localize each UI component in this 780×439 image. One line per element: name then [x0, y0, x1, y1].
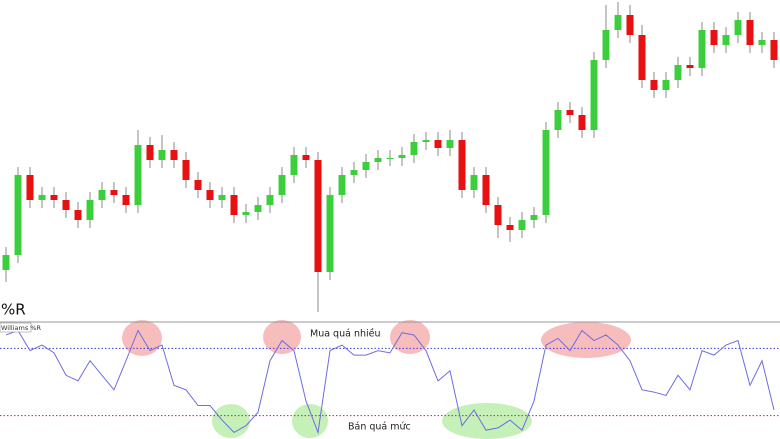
legend-box — [0, 322, 32, 333]
candle-body — [290, 155, 298, 175]
candle-body — [74, 210, 82, 220]
candle-body — [626, 15, 634, 35]
highlights — [122, 320, 631, 439]
overbought-zone — [263, 320, 301, 354]
candle-body — [578, 115, 586, 130]
indicator-line — [5, 329, 775, 435]
candle-body — [470, 175, 478, 190]
candle-body — [506, 225, 514, 230]
candle-body — [590, 60, 598, 130]
candle-body — [518, 220, 526, 230]
candle-body — [86, 200, 94, 220]
indicator-title: %R — [1, 301, 26, 319]
candle-body — [398, 155, 406, 158]
candle-body — [338, 175, 346, 195]
candle-body — [758, 40, 766, 45]
candle-body — [50, 195, 58, 200]
candle-body — [614, 15, 622, 30]
candle-body — [14, 175, 22, 255]
candle-body — [194, 180, 202, 190]
candle-body — [158, 150, 166, 160]
candle-body — [170, 150, 178, 160]
annotation: Bán quá mức — [348, 422, 411, 433]
candle-body — [602, 30, 610, 60]
candle-body — [2, 255, 10, 270]
candle-body — [278, 175, 286, 195]
oversold-zone — [212, 404, 250, 438]
candle-body — [698, 30, 706, 68]
candle-body — [638, 35, 646, 80]
candle-body — [566, 110, 574, 115]
candle-body — [98, 190, 106, 200]
candle-body — [362, 162, 370, 170]
candle-body — [542, 130, 550, 215]
candle-body — [182, 160, 190, 180]
candle-body — [458, 140, 466, 190]
candle-body — [482, 175, 490, 205]
candle-body — [770, 40, 778, 60]
overbought-zone — [390, 320, 430, 354]
candle-body — [206, 190, 214, 200]
candle-body — [434, 140, 442, 148]
candle-body — [422, 140, 430, 142]
candle-body — [686, 65, 694, 68]
oversold-zone — [292, 404, 328, 438]
overbought-zone — [541, 322, 631, 358]
legend-label: Williams %R — [1, 324, 41, 332]
candle-body — [554, 110, 562, 130]
candle-body — [110, 190, 118, 195]
annotation: Mua quá nhiều — [310, 329, 381, 340]
candle-body — [266, 195, 274, 205]
candle-body — [38, 195, 46, 200]
candle-body — [710, 30, 718, 45]
candle-body — [134, 145, 142, 205]
candle-body — [530, 215, 538, 220]
candle-body — [446, 140, 454, 148]
candle-body — [26, 175, 34, 200]
candle-body — [326, 195, 334, 272]
candle-body — [218, 195, 226, 200]
candle-body — [650, 80, 658, 90]
candle-body — [242, 212, 250, 215]
candle-body — [122, 195, 130, 205]
candle-body — [722, 35, 730, 45]
candle-body — [230, 195, 238, 215]
candle-body — [734, 20, 742, 35]
candle-body — [410, 142, 418, 155]
candle-body — [62, 200, 70, 210]
candle-body — [350, 170, 358, 175]
candle-body — [494, 205, 502, 225]
candle-body — [302, 155, 310, 160]
oversold-zone — [442, 403, 532, 439]
candle-body — [374, 158, 382, 162]
candle-body — [746, 20, 754, 45]
candle-body — [386, 158, 394, 159]
candle-body — [314, 160, 322, 272]
candle-body — [674, 65, 682, 80]
candle-body — [146, 145, 154, 160]
candle-body — [662, 80, 670, 90]
candle-body — [254, 205, 262, 212]
